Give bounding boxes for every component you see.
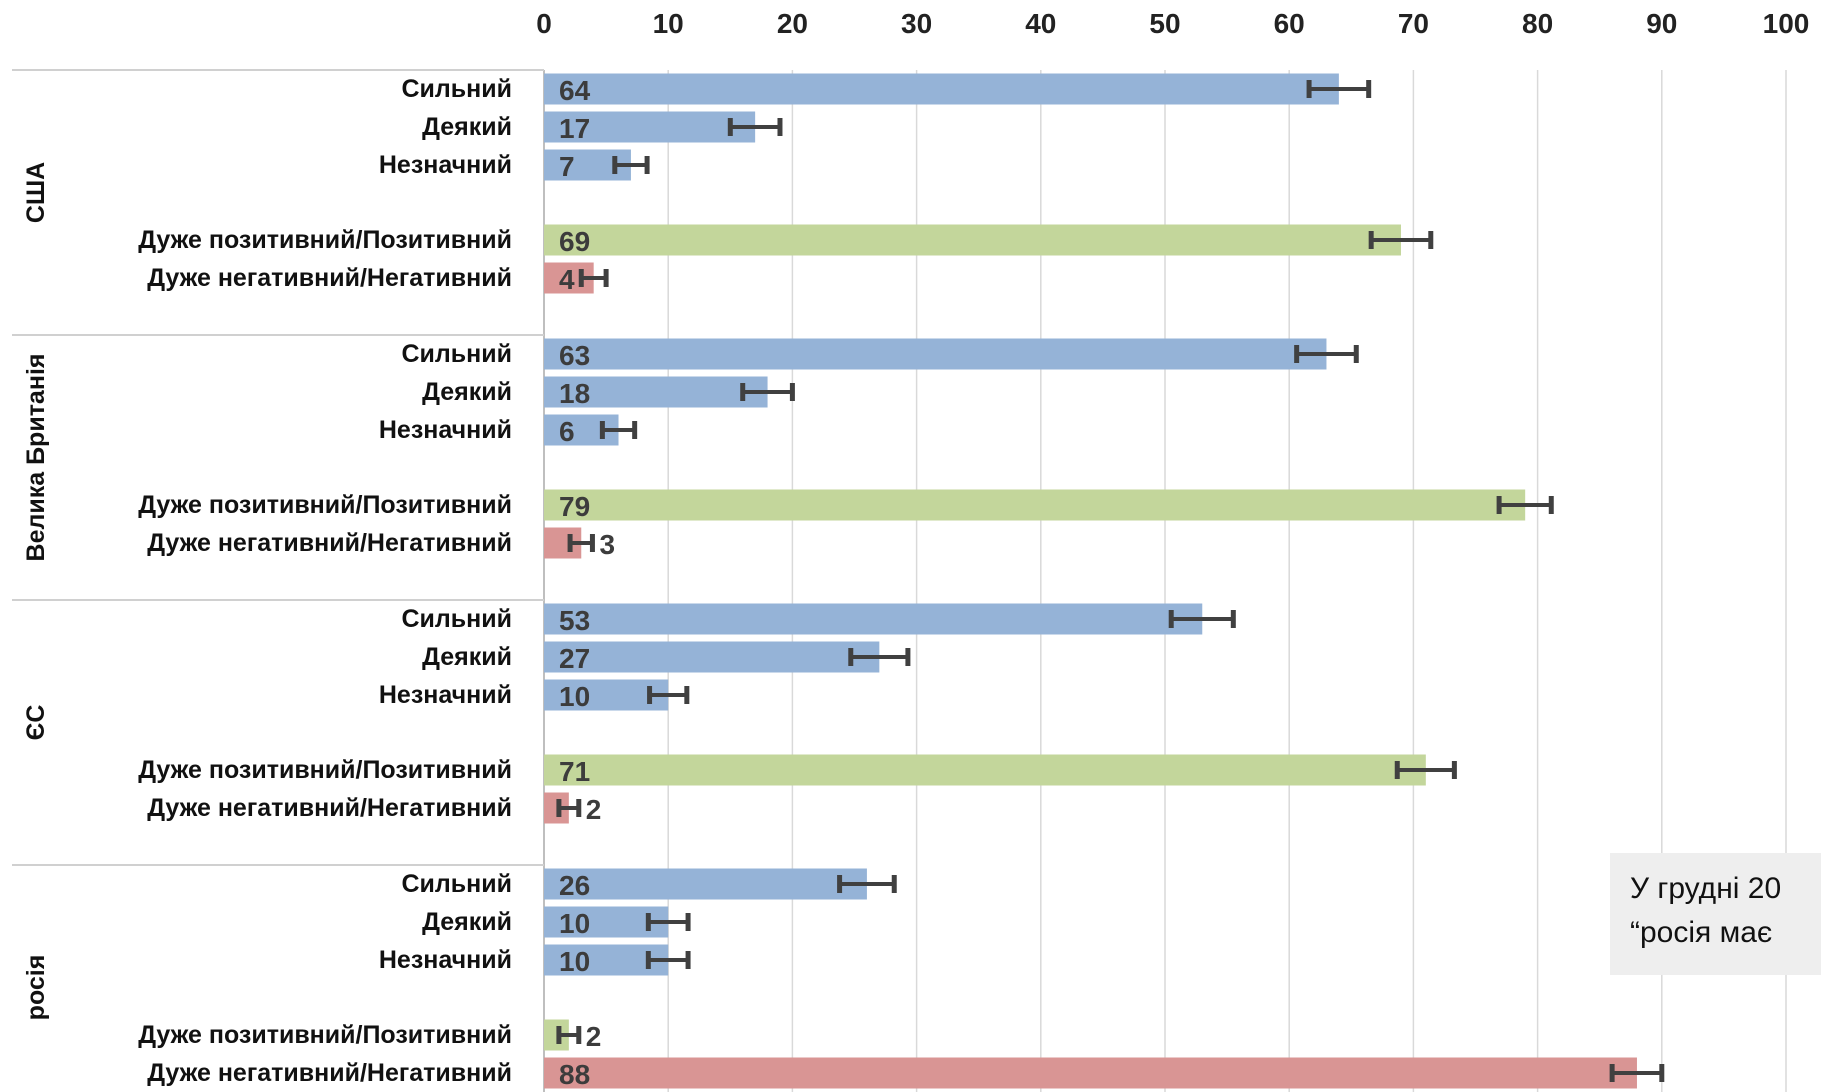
bar (544, 490, 1525, 521)
data-label: 2 (586, 794, 602, 825)
data-label: 26 (559, 870, 590, 901)
category-label: Незначний (379, 416, 512, 444)
data-label: 27 (559, 643, 590, 674)
category-label: Незначний (379, 946, 512, 974)
data-label: 2 (586, 1021, 602, 1052)
x-tick-label: 80 (1522, 8, 1553, 39)
data-label: 7 (559, 151, 575, 182)
data-label: 63 (559, 340, 590, 371)
data-label: 69 (559, 226, 590, 257)
category-label: Дуже негативний/Негативний (147, 529, 512, 557)
group-label: ЄС (22, 705, 50, 741)
x-tick-label: 40 (1025, 8, 1056, 39)
category-label: Дуже позитивний/Позитивний (138, 226, 512, 254)
data-label: 17 (559, 113, 590, 144)
bar (544, 1058, 1637, 1089)
category-label: Деякий (422, 908, 512, 936)
group-label: Велика Британія (22, 354, 50, 562)
category-label: Сильний (401, 605, 512, 633)
x-tick-label: 10 (653, 8, 684, 39)
x-tick-label: 50 (1149, 8, 1180, 39)
x-tick-label: 100 (1763, 8, 1810, 39)
bar (544, 869, 867, 900)
data-label: 3 (599, 529, 615, 560)
data-label: 53 (559, 605, 590, 636)
data-label: 10 (559, 681, 590, 712)
bar (544, 755, 1426, 786)
data-label: 79 (559, 491, 590, 522)
category-label: Незначний (379, 681, 512, 709)
category-label: Дуже негативний/Негативний (147, 264, 512, 292)
category-label: Дуже негативний/Негативний (147, 794, 512, 822)
category-label: Деякий (422, 113, 512, 141)
x-tick-label: 60 (1274, 8, 1305, 39)
bars (544, 74, 1637, 1089)
data-label: 10 (559, 908, 590, 939)
category-label: Незначний (379, 151, 512, 179)
x-tick-label: 70 (1398, 8, 1429, 39)
bar (544, 74, 1339, 105)
annotation-line-2: “росія має (1630, 911, 1821, 955)
category-label: Дуже негативний/Негативний (147, 1059, 512, 1087)
group-separators (12, 70, 544, 865)
annotation-note: У грудні 20 “росія має (1610, 853, 1821, 975)
annotation-line-1: У грудні 20 (1630, 867, 1821, 911)
category-label: Дуже позитивний/Позитивний (138, 756, 512, 784)
x-tick-label: 90 (1646, 8, 1677, 39)
bar (544, 604, 1202, 635)
category-label: Деякий (422, 378, 512, 406)
bar (544, 225, 1401, 256)
data-label: 10 (559, 946, 590, 977)
x-tick-label: 20 (777, 8, 808, 39)
category-label: Деякий (422, 643, 512, 671)
group-label: росія (22, 955, 50, 1021)
data-label: 71 (559, 756, 590, 787)
category-label: Сильний (401, 870, 512, 898)
data-label: 18 (559, 378, 590, 409)
category-label: Сильний (401, 75, 512, 103)
data-label: 4 (559, 264, 575, 295)
x-tick-label: 30 (901, 8, 932, 39)
x-tick-label: 0 (536, 8, 552, 39)
category-label: Сильний (401, 340, 512, 368)
bar (544, 642, 879, 673)
data-label: 88 (559, 1059, 590, 1090)
bar (544, 339, 1326, 370)
data-label: 64 (559, 75, 591, 106)
data-label: 6 (559, 416, 575, 447)
group-label: США (22, 162, 50, 223)
category-label: Дуже позитивний/Позитивний (138, 491, 512, 519)
category-label: Дуже позитивний/Позитивний (138, 1021, 512, 1049)
